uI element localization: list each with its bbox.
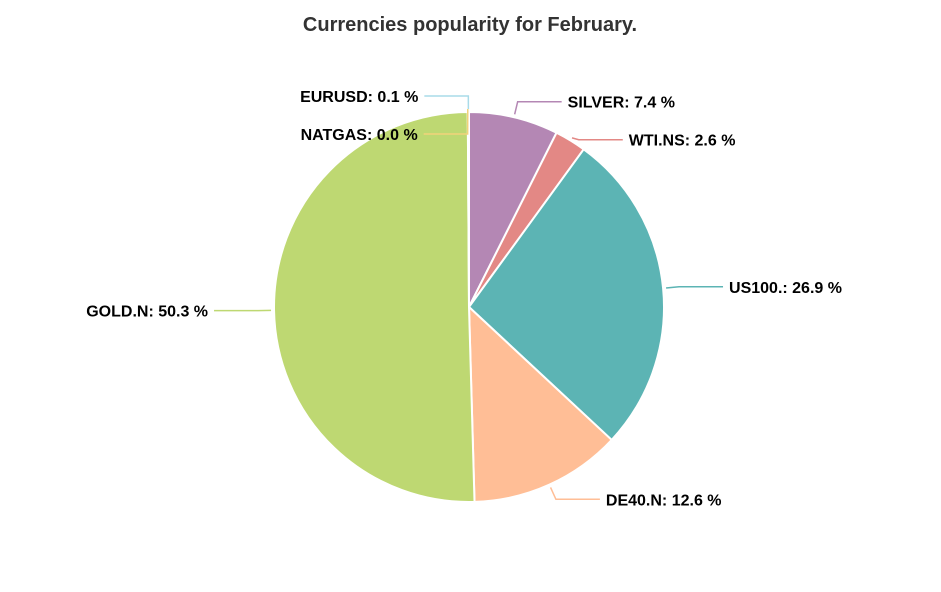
label-silver: SILVER: 7.4 % bbox=[568, 95, 675, 112]
slice-gold-n bbox=[273, 110, 476, 503]
label-wti-ns: WTI.NS: 2.6 % bbox=[629, 133, 736, 150]
slice-de40-n bbox=[467, 304, 614, 503]
chart-title: Currencies popularity for February. bbox=[303, 14, 637, 36]
slice-labels: SILVER: 7.4 % WTI.NS: 2.6 % US100.: 26.9 %… bbox=[86, 89, 842, 509]
leader-de40-n bbox=[549, 487, 600, 501]
pie-slices bbox=[273, 110, 665, 503]
slice-eurusd bbox=[466, 110, 470, 308]
leader-us100 bbox=[666, 286, 724, 289]
leader-eurusd bbox=[424, 95, 470, 110]
label-natgas: NATGAS: 0.0 % bbox=[301, 127, 418, 144]
label-de40-n: DE40.N: 12.6 % bbox=[606, 492, 722, 509]
leader-silver bbox=[513, 100, 562, 115]
label-eurusd: EURUSD: 0.1 % bbox=[300, 89, 418, 106]
slice-us100 bbox=[467, 147, 665, 442]
leader-natgas bbox=[423, 109, 469, 135]
leader-wti-ns bbox=[571, 137, 623, 141]
label-us100: US100.: 26.9 % bbox=[729, 280, 842, 297]
leader-lines bbox=[214, 95, 724, 501]
label-gold-n: GOLD.N: 50.3 % bbox=[86, 304, 208, 321]
